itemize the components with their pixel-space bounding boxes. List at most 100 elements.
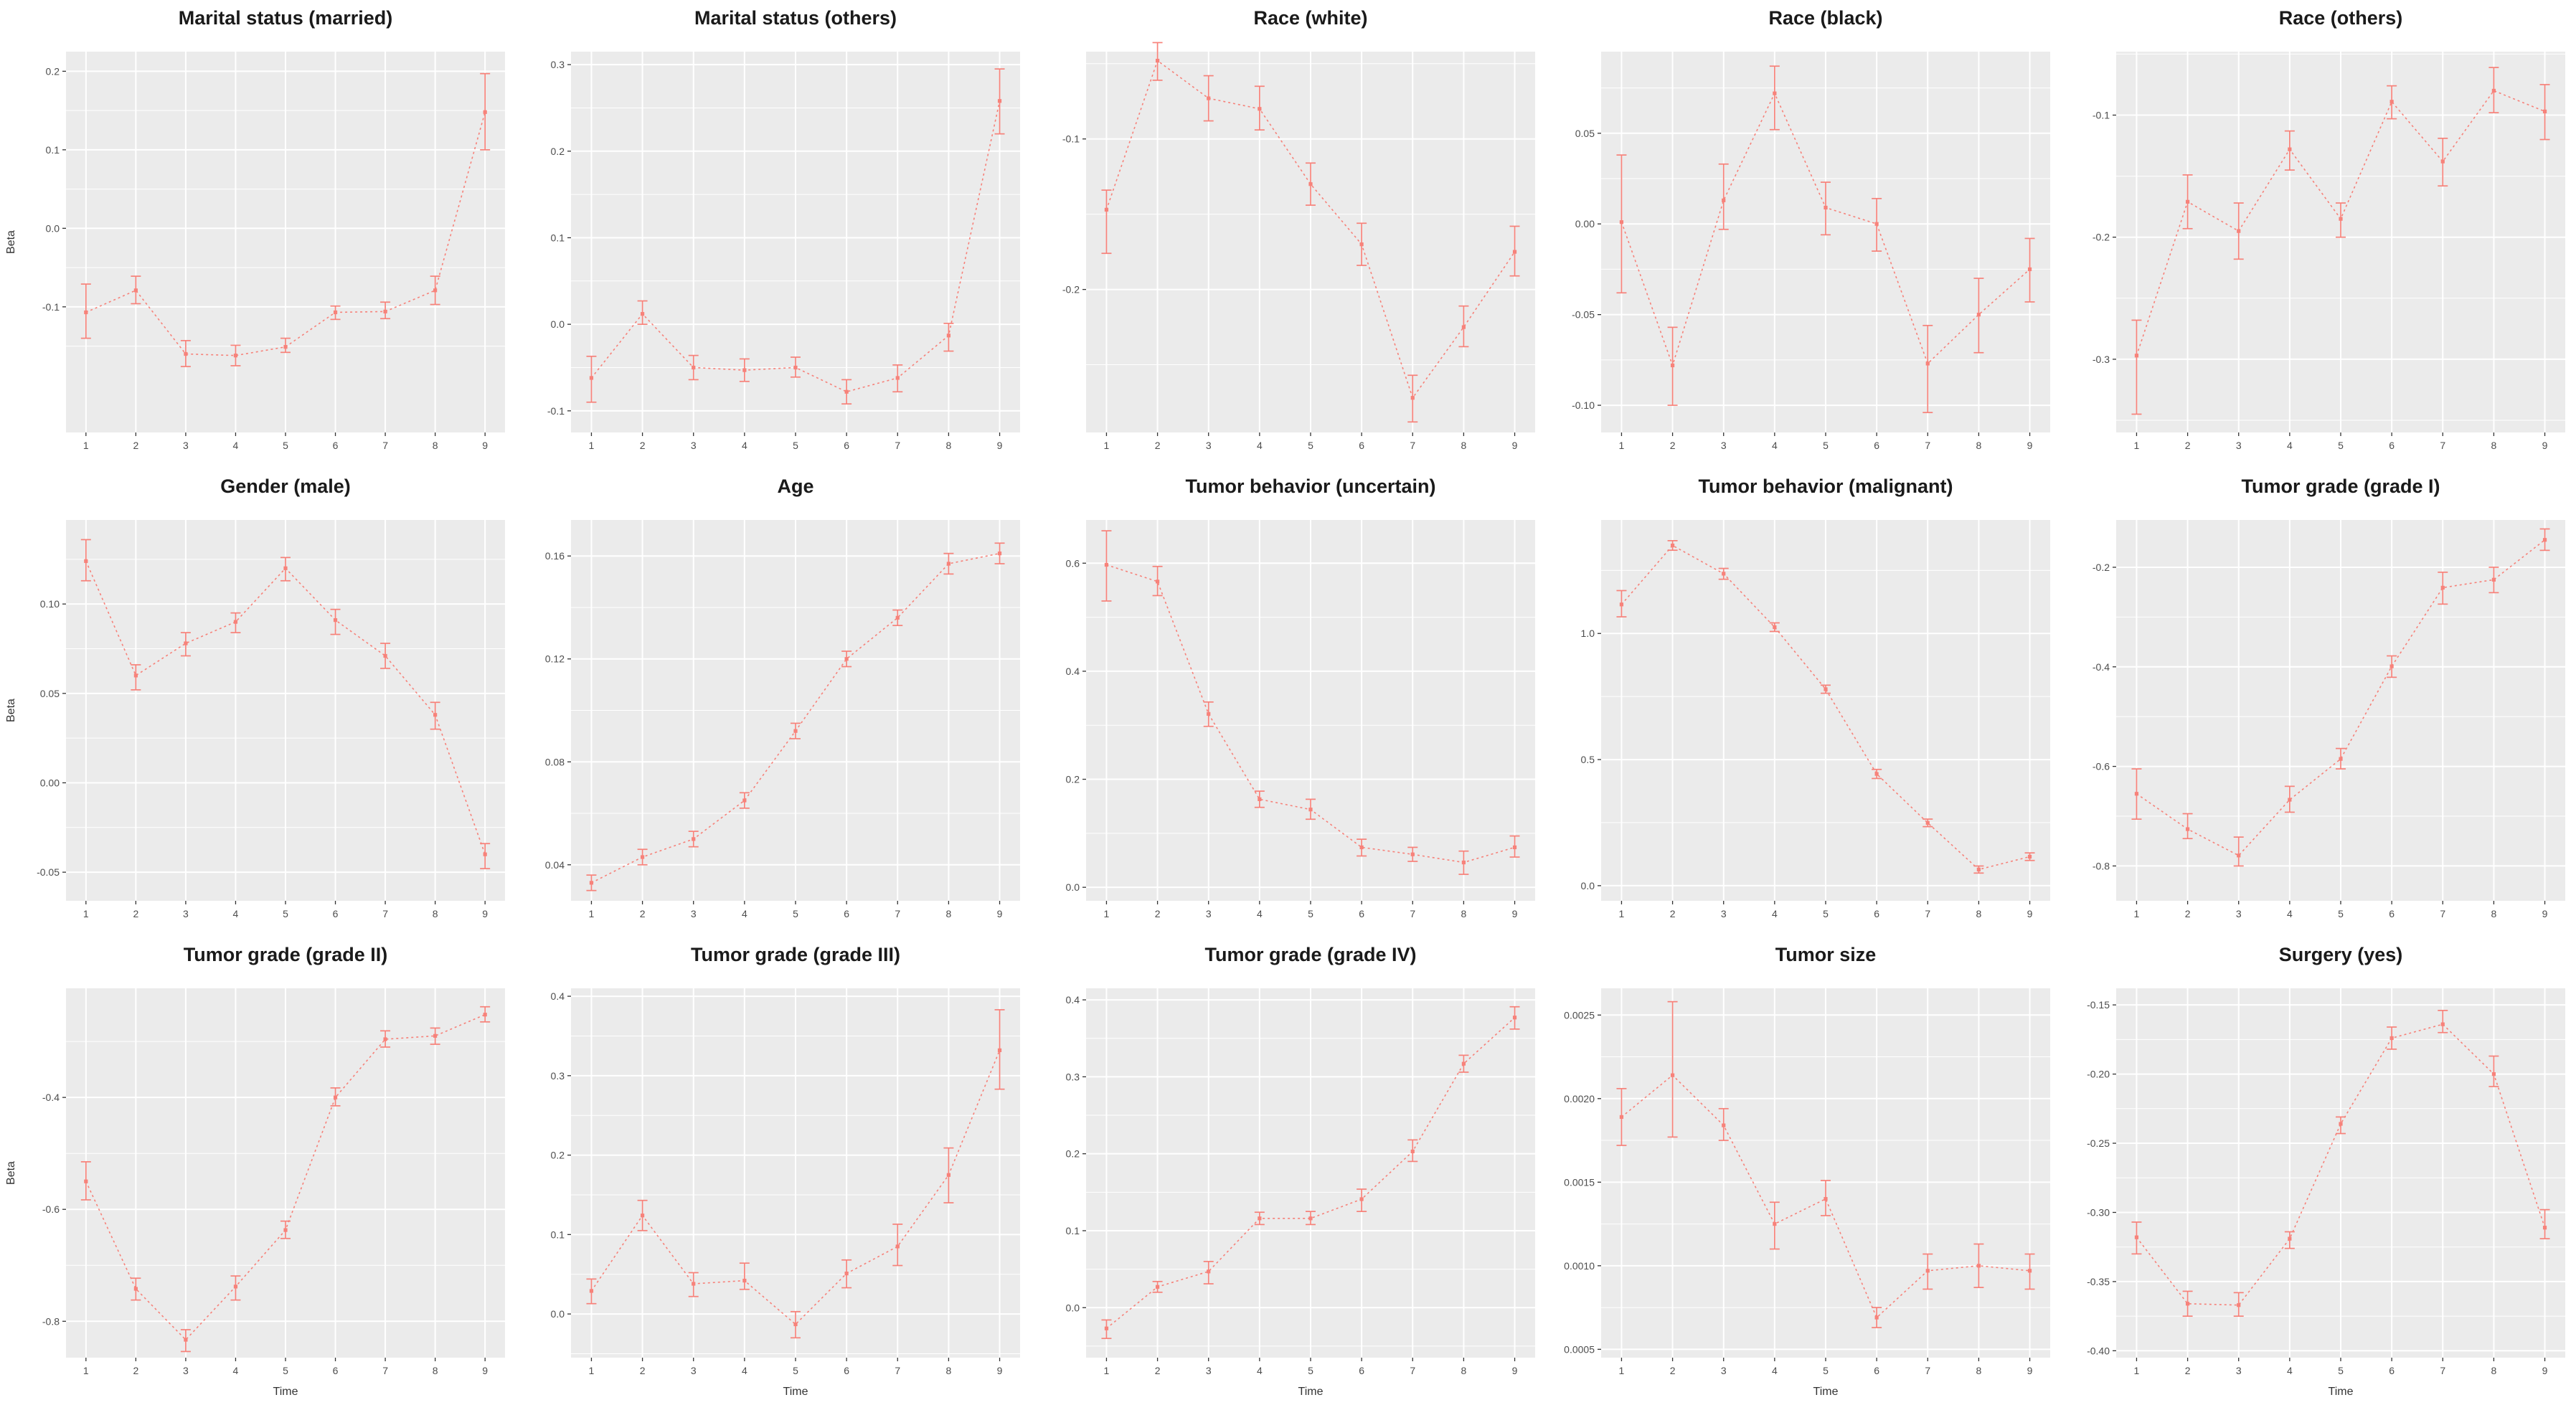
x-tick-label: 5 [1823,1365,1829,1376]
series-11 [80,1006,491,1353]
data-point [742,798,747,803]
series-14 [1616,1000,2035,1328]
data-point [2339,1122,2343,1126]
data-point [2440,585,2445,590]
data-point [2237,853,2241,858]
x-tick-label: 8 [1976,1365,1982,1376]
x-tick-label: 3 [691,440,697,451]
x-axis: 1 2 3 4 5 6 7 8 9 [1104,1358,1518,1376]
plot-title: Gender (male) [220,476,351,497]
data-point [233,1285,238,1289]
y-tick-label: 0.0 [1066,881,1080,893]
data-point [589,1289,594,1293]
data-point [1619,220,1624,224]
x-tick-label: 4 [1257,1365,1263,1376]
y-tick-label: -0.05 [37,866,60,878]
data-point [997,99,1002,103]
subplot-12: Tumor grade (grade III) 0.4 0.3 0.2 0.1 0.0 1 2… [515,937,1030,1405]
chart-svg-1: Marital status (married) 0.2 0.1 0.0 -0.1 1 2 3… [5,7,505,451]
chart-svg-4: Race (black) 0.05 0.00 -0.05 -0.10 1 2 3 4 5 6 7 8 9 [1572,7,2050,451]
y-tick-label: -0.2 [2093,232,2110,243]
data-point [742,1278,747,1283]
x-tick-label: 9 [2542,908,2548,919]
x-tick-label: 9 [482,1365,488,1376]
x-tick-label: 4 [742,440,747,451]
data-point [1258,107,1262,111]
error-bar [2488,1055,2499,1087]
x-tick-label: 6 [844,440,849,451]
data-point [946,1173,951,1177]
chart-svg-15: Surgery (yes)-0.15-0.20-0.25-0.30-0.35-0… [2087,944,2565,1398]
data-point [2185,1302,2190,1306]
data-point [2542,538,2547,542]
y-tick-label: 0.2 [1066,1148,1080,1160]
x-tick-label: 3 [183,440,189,451]
data-point [1308,1216,1313,1221]
y-tick-label: -0.30 [2087,1206,2110,1218]
y-axis: 0.05 0.00 -0.05 -0.10 [1572,128,1601,411]
x-tick-label: 3 [1721,1365,1727,1376]
data-point [895,376,900,380]
x-tick-label: 9 [2027,440,2033,451]
x-tick-label: 6 [2389,440,2395,451]
data-point [2542,109,2547,113]
y-tick-label: -0.4 [2093,661,2110,673]
data-point [2185,199,2190,204]
y-tick-label: -0.6 [2093,761,2110,772]
x-tick-label: 2 [133,908,138,919]
plot-title: Marital status (others) [694,7,897,29]
x-tick-label: 3 [1206,440,1212,451]
error-bar [1667,1000,1678,1138]
x-tick-label: 8 [433,1365,438,1376]
gridlines [1601,988,2050,1358]
x-tick-label: 2 [640,908,646,919]
data-point [640,312,645,316]
x-tick-label: 1 [2134,1365,2140,1376]
y-tick-label: -0.4 [42,1092,60,1103]
x-tick-label: 5 [793,1365,798,1376]
series-line [590,1050,1001,1325]
x-tick-label: 6 [1359,440,1364,451]
data-point [283,566,288,570]
data-point [1722,198,1726,202]
y-axis: 0.3 0.2 0.1 0.0 -0.1 [547,59,571,417]
subplot-10: Tumor grade (grade I) -0.2 -0.4 -0.6 -0.8 1 2 3… [2060,468,2575,937]
x-tick-label: 2 [2185,1365,2191,1376]
data-point [2027,854,2032,859]
series-3 [1101,42,1520,423]
y-tick-label: -0.35 [2087,1276,2110,1287]
y-tick-label: -0.8 [2093,860,2110,871]
data-point [1619,1115,1624,1120]
data-point [1104,562,1109,567]
x-tick-label: 9 [997,1365,1003,1376]
plot-title: Race (white) [1253,7,1367,29]
data-point [844,389,849,394]
x-tick-label: 5 [2338,908,2344,919]
x-tick-label: 8 [1461,908,1467,919]
x-tick-label: 6 [1874,1365,1879,1376]
y-tick-label: 0.2 [551,1150,565,1161]
y-tick-label: -0.40 [2087,1345,2110,1356]
subplot-8: Tumor behavior (uncertain) 0.6 0.4 0.2 0.0 1 2… [1030,468,1545,937]
x-tick-label: 8 [1976,440,1982,451]
data-point [692,837,696,841]
data-point [793,365,798,370]
y-tick-label: 0.0020 [1564,1093,1595,1104]
series-2 [586,68,1005,405]
y-tick-label: -0.1 [2093,110,2110,121]
y-tick-label: 0.1 [551,1229,565,1240]
data-point [1461,1061,1466,1066]
series-line [2136,1023,2546,1306]
subplot-1: Marital status (married) 0.2 0.1 0.0 -0.1 1 2 3… [0,0,515,468]
data-point [793,729,798,733]
data-point [895,1244,900,1249]
x-tick-label: 3 [2236,908,2242,919]
data-point [692,1282,696,1286]
series-5 [2131,67,2550,415]
x-tick-label: 5 [793,440,798,451]
x-tick-label: 3 [183,908,189,919]
x-axis: 1 2 3 4 5 6 7 8 9 [2134,432,2548,451]
series-1 [80,72,491,367]
y-axis: 0.4 0.3 0.2 0.1 0.0 [551,990,571,1320]
